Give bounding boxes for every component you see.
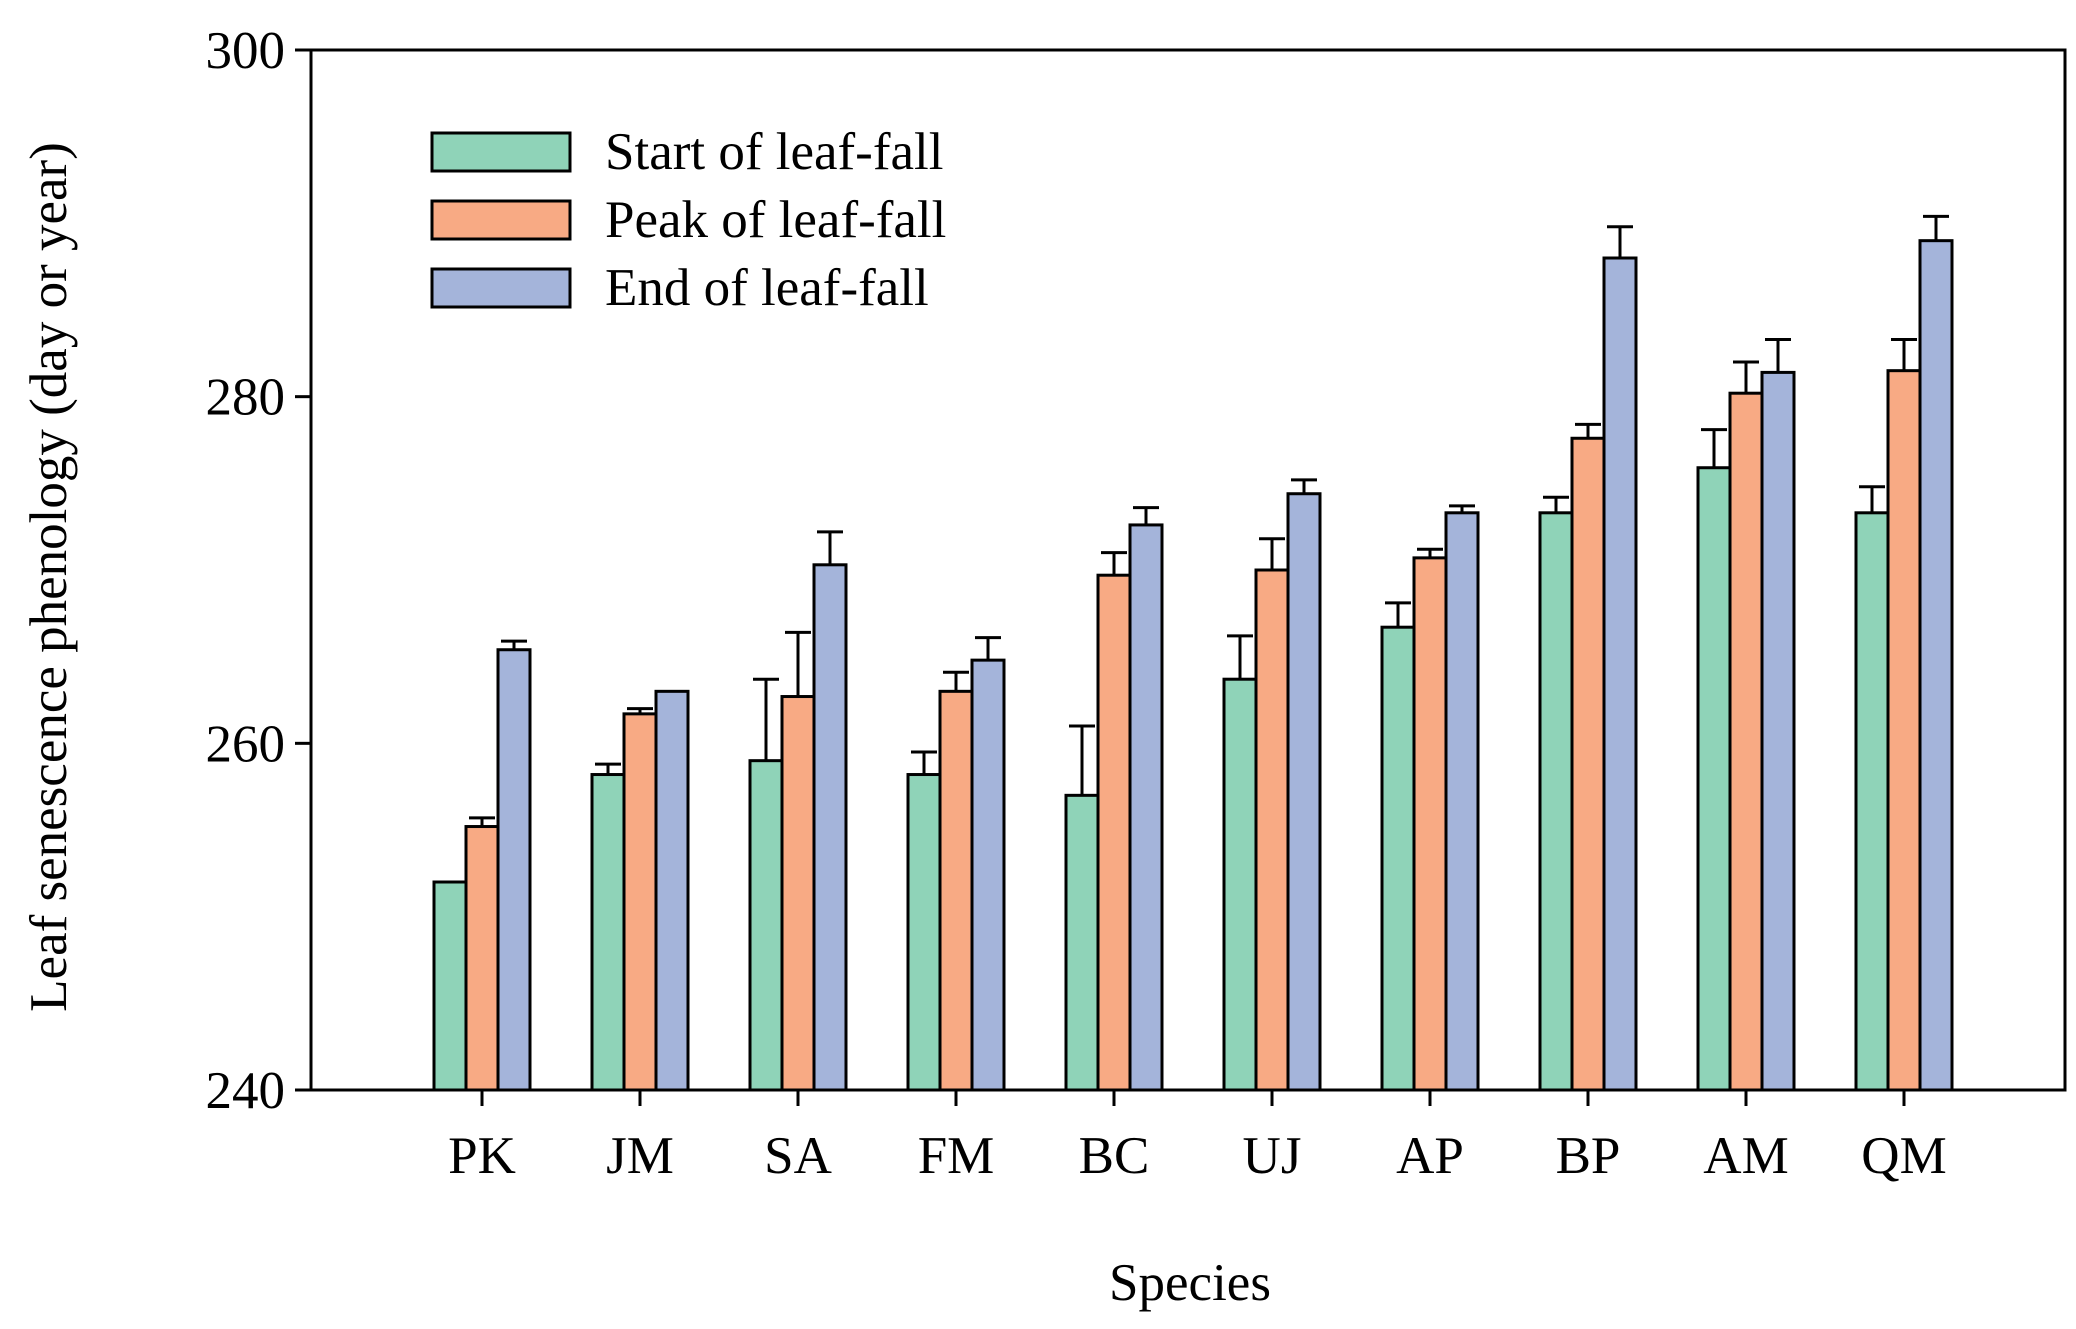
- bar-jm-series-1: [590, 773, 626, 1092]
- bar-qm-series-2: [1886, 369, 1922, 1092]
- bar-sa-series-1: [748, 759, 784, 1092]
- bar-am-series-2: [1728, 391, 1764, 1092]
- bar-jm-series-2: [622, 712, 658, 1092]
- legend-swatch-series-3: [430, 267, 572, 309]
- bar-uj-series-3: [1286, 492, 1322, 1092]
- x-tick-label-ap: AP: [1396, 1127, 1464, 1185]
- bar-qm-series-1: [1854, 511, 1890, 1092]
- x-tick-label-uj: UJ: [1243, 1127, 1302, 1185]
- bar-fm-series-3: [970, 658, 1006, 1092]
- legend-label-series-1: Start of leaf-fall: [605, 123, 943, 181]
- x-tick-label-jm: JM: [606, 1127, 674, 1185]
- legend-swatch-series-1: [430, 131, 572, 173]
- x-tick-label-qm: QM: [1861, 1127, 1946, 1185]
- plot-area: PK JM SA FM BC UJ AP BP AM QM 240 260 280 300: [206, 22, 2067, 1185]
- bar-bc-series-3: [1128, 523, 1164, 1092]
- x-tick-label-fm: FM: [918, 1127, 995, 1185]
- bar-pk-series-3: [496, 648, 532, 1092]
- bar-bc-series-2: [1096, 573, 1132, 1092]
- x-axis-title: Species: [1109, 1254, 1271, 1312]
- x-tick-label-sa: SA: [764, 1127, 832, 1185]
- x-tick-label-am: AM: [1703, 1127, 1788, 1185]
- legend-label-series-3: End of leaf-fall: [605, 259, 929, 317]
- bar-bc-series-1: [1064, 793, 1100, 1092]
- bar-ap-series-1: [1380, 625, 1416, 1092]
- x-tick-label-pk: PK: [448, 1127, 516, 1185]
- legend-swatch-series-2: [430, 199, 572, 241]
- y-axis-title: Leaf senescence phenology (day or year): [20, 142, 78, 1012]
- bar-am-series-1: [1696, 466, 1732, 1092]
- y-tick-label-240: 240: [206, 1062, 286, 1120]
- bar-bp-series-3: [1602, 256, 1638, 1092]
- bar-jm-series-3: [654, 689, 690, 1092]
- y-tick-label-280: 280: [206, 369, 286, 427]
- bar-ap-series-3: [1444, 511, 1480, 1092]
- plot-frame: [309, 48, 2067, 1092]
- bar-bp-series-1: [1538, 511, 1574, 1092]
- bar-am-series-3: [1760, 370, 1796, 1092]
- y-tick-label-260: 260: [206, 715, 286, 773]
- bar-qm-series-3: [1918, 239, 1954, 1092]
- legend: Start of leaf-fall Peak of leaf-fall End o…: [430, 123, 946, 317]
- bar-uj-series-1: [1222, 677, 1258, 1092]
- bar-uj-series-2: [1254, 568, 1290, 1092]
- x-tick-label-bc: BC: [1079, 1127, 1150, 1185]
- bar-pk-series-2: [464, 825, 500, 1092]
- x-tick-label-bp: BP: [1556, 1127, 1621, 1185]
- bar-sa-series-2: [780, 695, 816, 1092]
- bar-pk-series-1: [432, 880, 468, 1092]
- bar-fm-series-1: [906, 773, 942, 1092]
- legend-label-series-2: Peak of leaf-fall: [605, 191, 946, 249]
- bar-fm-series-2: [938, 689, 974, 1092]
- bar-bp-series-2: [1570, 436, 1606, 1092]
- bar-ap-series-2: [1412, 556, 1448, 1092]
- bar-sa-series-3: [812, 563, 848, 1092]
- y-tick-label-300: 300: [206, 22, 286, 80]
